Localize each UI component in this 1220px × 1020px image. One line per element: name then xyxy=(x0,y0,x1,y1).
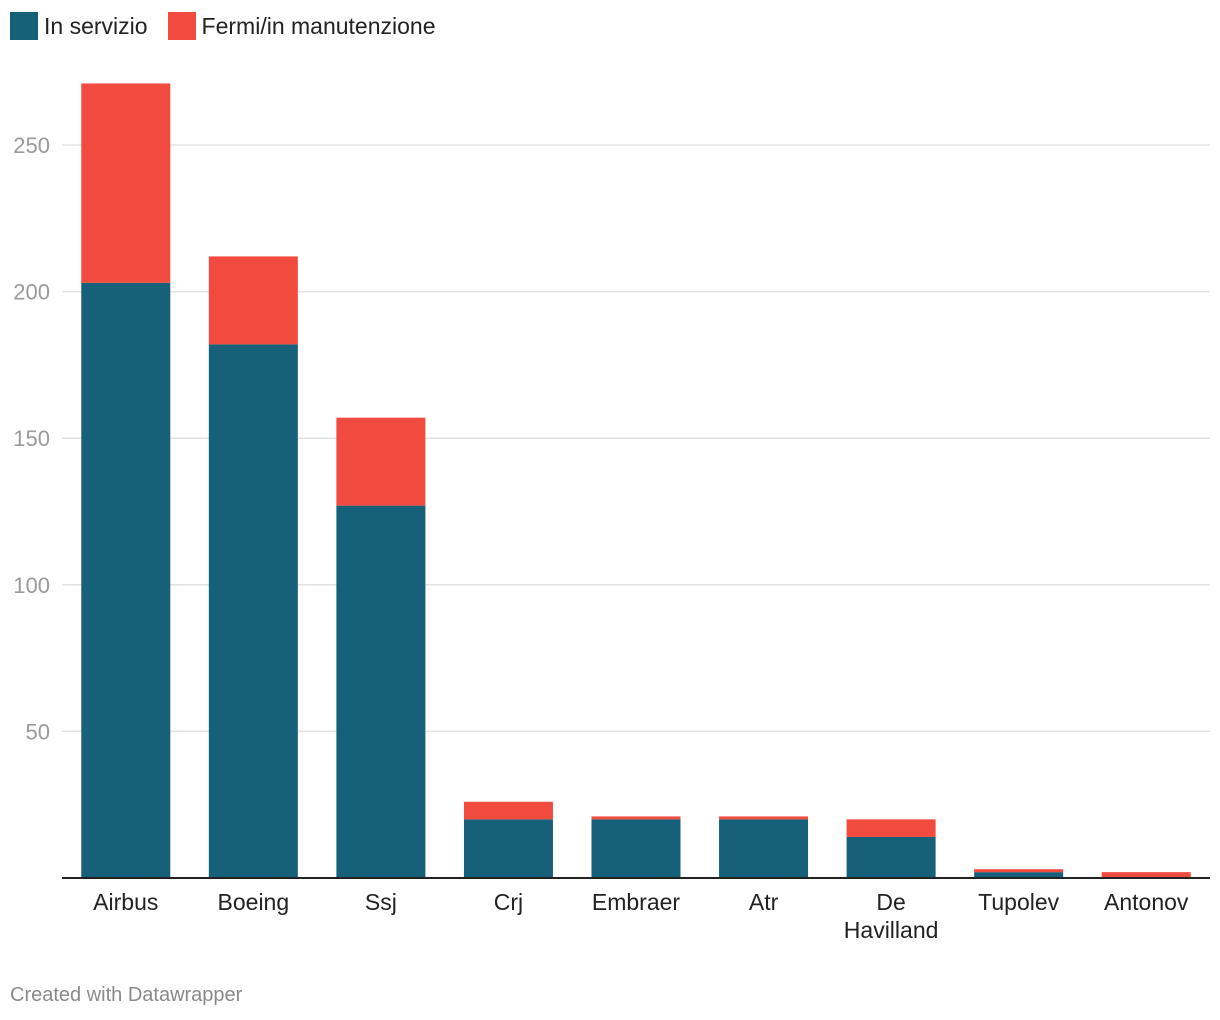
bar-antonov-fermi-in-manutenzione xyxy=(1101,872,1191,878)
bar-embraer-in-servizio xyxy=(591,819,681,878)
bar-airbus-fermi-in-manutenzione xyxy=(81,83,171,283)
bars xyxy=(81,83,1191,879)
bar-de-havilland-in-servizio xyxy=(846,836,936,878)
bar-boeing-in-servizio xyxy=(208,344,298,879)
x-label-embraer: Embraer xyxy=(592,889,681,915)
x-label-antonov: Antonov xyxy=(1104,889,1189,915)
bar-embraer-fermi-in-manutenzione xyxy=(591,816,681,820)
chart-legend: In servizio Fermi/in manutenzione xyxy=(10,12,436,40)
y-tick-label-250: 250 xyxy=(13,133,50,158)
bar-tupolev-fermi-in-manutenzione xyxy=(974,869,1064,873)
x-label-de-havilland: De Havilland xyxy=(844,889,939,943)
bar-crj-fermi-in-manutenzione xyxy=(463,801,553,820)
bar-tupolev-in-servizio xyxy=(974,872,1064,878)
bar-ssj-fermi-in-manutenzione xyxy=(336,417,426,506)
bar-airbus-in-servizio xyxy=(81,282,171,879)
footer-credit: Created with Datawrapper xyxy=(10,984,243,1006)
bar-atr-in-servizio xyxy=(719,819,809,878)
bar-de-havilland-fermi-in-manutenzione xyxy=(846,819,936,837)
legend-item-fermi: Fermi/in manutenzione xyxy=(167,12,436,40)
legend-item-in-servizio: In servizio xyxy=(10,12,148,40)
x-label-crj: Crj xyxy=(494,889,523,915)
y-tick-label-200: 200 xyxy=(13,280,50,305)
x-label-airbus: Airbus xyxy=(93,889,158,915)
x-label-atr: Atr xyxy=(749,889,779,915)
x-label-boeing: Boeing xyxy=(218,889,290,915)
bar-boeing-fermi-in-manutenzione xyxy=(208,256,298,345)
y-axis-ticks: 50 100 150 200 250 xyxy=(13,133,50,744)
y-tick-label-100: 100 xyxy=(13,573,50,598)
legend-label-in-servizio: In servizio xyxy=(44,12,148,39)
legend-swatch-in-servizio xyxy=(10,12,38,40)
bar-atr-fermi-in-manutenzione xyxy=(719,816,809,820)
bar-crj-in-servizio xyxy=(463,819,553,878)
x-label-tupolev: Tupolev xyxy=(978,889,1059,915)
y-tick-label-50: 50 xyxy=(26,719,50,744)
x-label-ssj: Ssj xyxy=(365,889,397,915)
bar-ssj-in-servizio xyxy=(336,505,426,878)
x-axis-labels: Airbus Boeing Ssj Crj Embraer Atr De Havilland T… xyxy=(93,889,1189,943)
legend-label-fermi: Fermi/in manutenzione xyxy=(201,12,436,39)
y-tick-label-150: 150 xyxy=(13,426,50,451)
legend-swatch-fermi xyxy=(167,12,196,40)
